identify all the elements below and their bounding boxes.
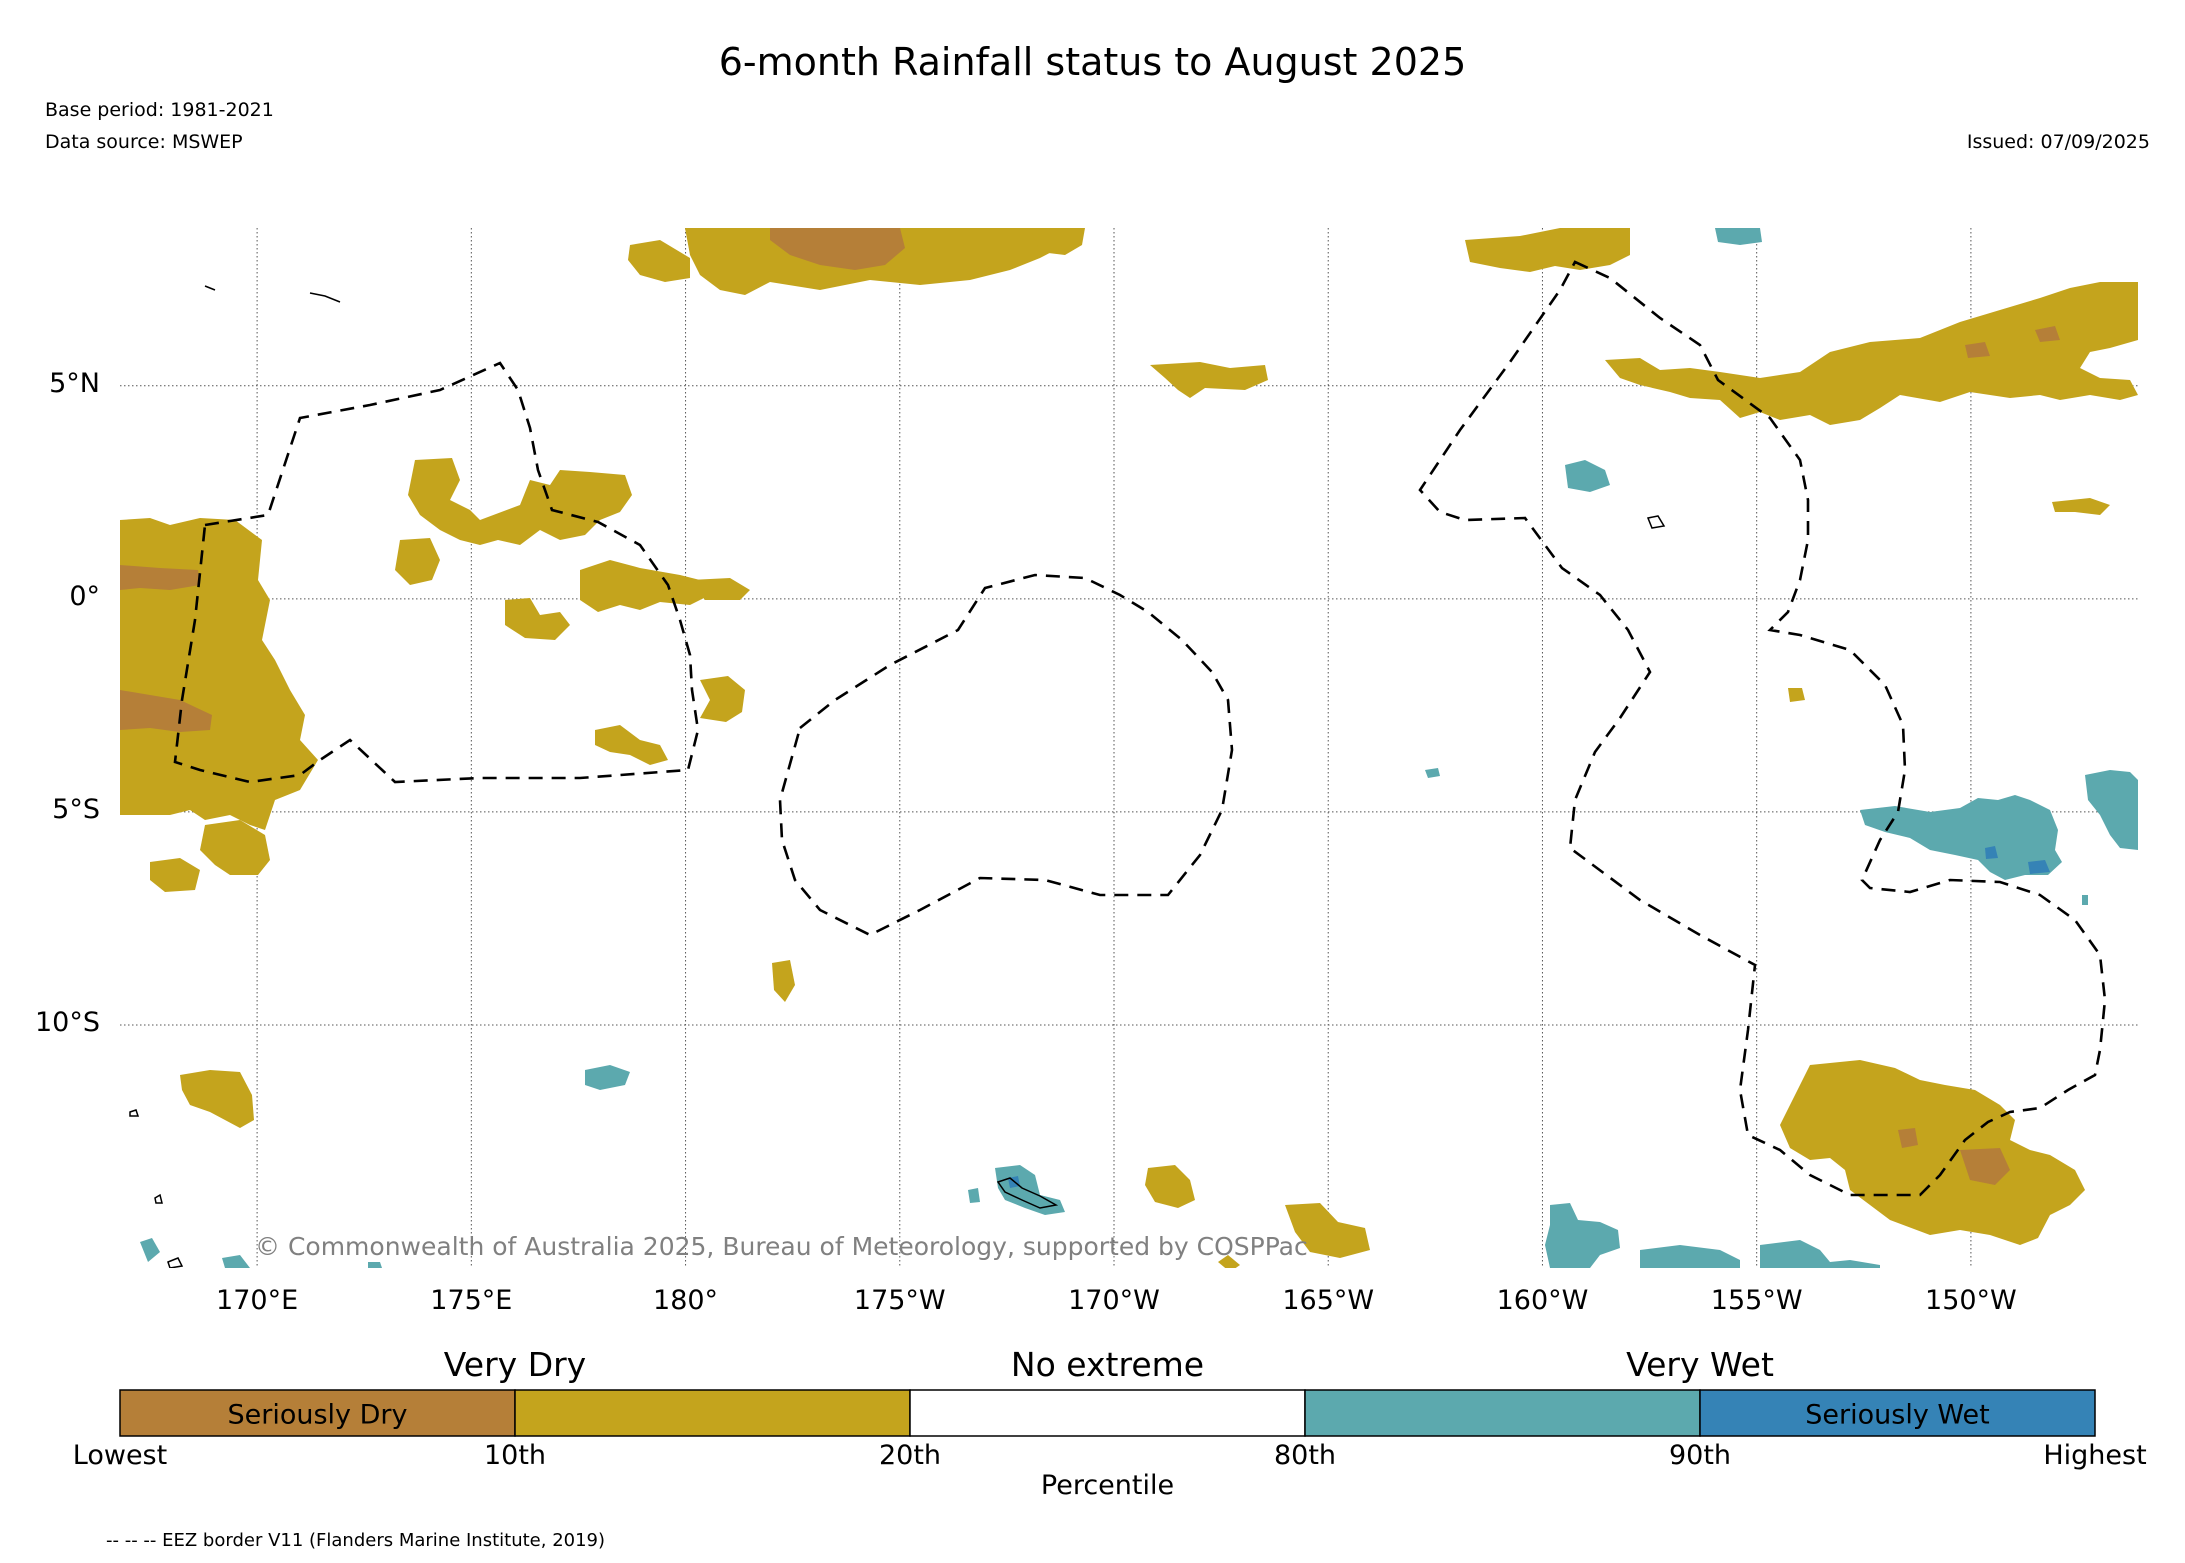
longitude-tick-label: 175°W xyxy=(854,1285,946,1316)
eez-phoenix xyxy=(780,575,1232,935)
dry-region-gilbert-7 xyxy=(595,725,668,765)
legend-percentile-tick: Lowest xyxy=(73,1440,167,1471)
dry-region-gilbert-6 xyxy=(700,676,745,722)
legend-bin-label: Seriously Dry xyxy=(228,1400,408,1431)
legend-category-label: No extreme xyxy=(1011,1345,1204,1384)
wet-region-central-e xyxy=(1425,768,1440,778)
longitude-tick-label: 170°E xyxy=(216,1285,298,1316)
longitude-tick-label: 165°W xyxy=(1282,1285,1374,1316)
dry-region-west-south xyxy=(200,820,270,875)
dry-region-west-large xyxy=(120,518,318,830)
island-sw-3 xyxy=(168,1258,182,1268)
dry-region-sw-small xyxy=(1145,1165,1195,1208)
island-nw-1 xyxy=(310,293,340,302)
legend-percentile-tick: 20th xyxy=(879,1440,941,1471)
seriously-dry-regions xyxy=(120,228,2060,1185)
dry-region-cook-south xyxy=(1780,1060,2085,1245)
latitude-tick-label: 5°S xyxy=(0,794,100,825)
legend-category-label: Very Dry xyxy=(444,1345,586,1384)
wet-region-south-west-edge xyxy=(140,1238,160,1262)
percentile-legend-bar xyxy=(120,1390,2095,1436)
longitude-tick-label: 150°W xyxy=(1925,1285,2017,1316)
latitude-tick-label: 10°S xyxy=(0,1007,100,1038)
dry-region-cook-small xyxy=(1788,688,1805,702)
dry-region-southwest xyxy=(180,1070,254,1128)
dry-region-east-n2 xyxy=(2052,498,2110,515)
island-nw-2 xyxy=(205,286,215,290)
dry-region-central-n xyxy=(1150,362,1268,398)
wet-region-south-east-3 xyxy=(1760,1240,1880,1268)
legend-percentile-tick: 80th xyxy=(1274,1440,1336,1471)
longitude-tick-label: 170°W xyxy=(1068,1285,1160,1316)
dry-region-north-left xyxy=(628,240,690,282)
wet-region-samoa xyxy=(995,1165,1065,1215)
wet-region-samoa-west xyxy=(968,1188,980,1203)
wet-region-south-west-3 xyxy=(368,1262,382,1268)
dry-region-gilbert-2 xyxy=(395,538,440,585)
legend-bin-very-dry xyxy=(515,1390,910,1436)
legend-axis-label: Percentile xyxy=(1041,1470,1174,1501)
longitude-tick-label: 180° xyxy=(653,1285,718,1316)
rainfall-map xyxy=(0,0,2185,1563)
copyright-notice: © Commonwealth of Australia 2025, Bureau… xyxy=(255,1232,1308,1261)
island-north xyxy=(1648,516,1664,528)
wet-region-south-west-2 xyxy=(222,1255,250,1268)
eez-footnote: -- -- -- EEZ border V11 (Flanders Marine… xyxy=(106,1530,605,1551)
legend-percentile-tick: Highest xyxy=(2043,1440,2146,1471)
dry-region-central-s xyxy=(772,960,795,1002)
dry-region-west-islet xyxy=(150,858,200,892)
longitude-tick-label: 175°E xyxy=(430,1285,512,1316)
dry-region-gilbert-4 xyxy=(505,598,570,640)
legend-category-label: Very Wet xyxy=(1626,1345,1774,1384)
latitude-tick-label: 5°N xyxy=(0,368,100,399)
legend-bin-very-wet xyxy=(1305,1390,1700,1436)
very-dry-regions xyxy=(120,228,2138,1272)
longitude-tick-label: 160°W xyxy=(1497,1285,1589,1316)
wet-region-sw-islet xyxy=(585,1065,630,1090)
wet-region-north-islet xyxy=(1565,460,1610,492)
legend-bin-no-extreme xyxy=(910,1390,1305,1436)
wet-region-north-top xyxy=(1715,228,1762,245)
legend-bin-label: Seriously Wet xyxy=(1805,1400,1989,1431)
rainfall-anomaly-regions xyxy=(120,228,2138,1272)
dry-region-east-n1 xyxy=(1465,228,1630,272)
island-sw-1 xyxy=(130,1110,138,1116)
longitude-tick-label: 155°W xyxy=(1711,1285,1803,1316)
island-sw-2 xyxy=(155,1195,162,1203)
dry-region-gilbert-3 xyxy=(580,560,710,612)
dry-region-gilbert-1 xyxy=(408,458,632,545)
legend-percentile-tick: 90th xyxy=(1669,1440,1731,1471)
wet-region-south-east xyxy=(1545,1203,1620,1268)
latitude-tick-label: 0° xyxy=(0,581,100,612)
legend-percentile-tick: 10th xyxy=(484,1440,546,1471)
wet-region-east-small xyxy=(2082,895,2088,905)
dry-region-east-band xyxy=(1605,282,2138,425)
wet-region-south-east-2 xyxy=(1640,1245,1740,1268)
wet-region-east-edge xyxy=(2085,770,2138,850)
